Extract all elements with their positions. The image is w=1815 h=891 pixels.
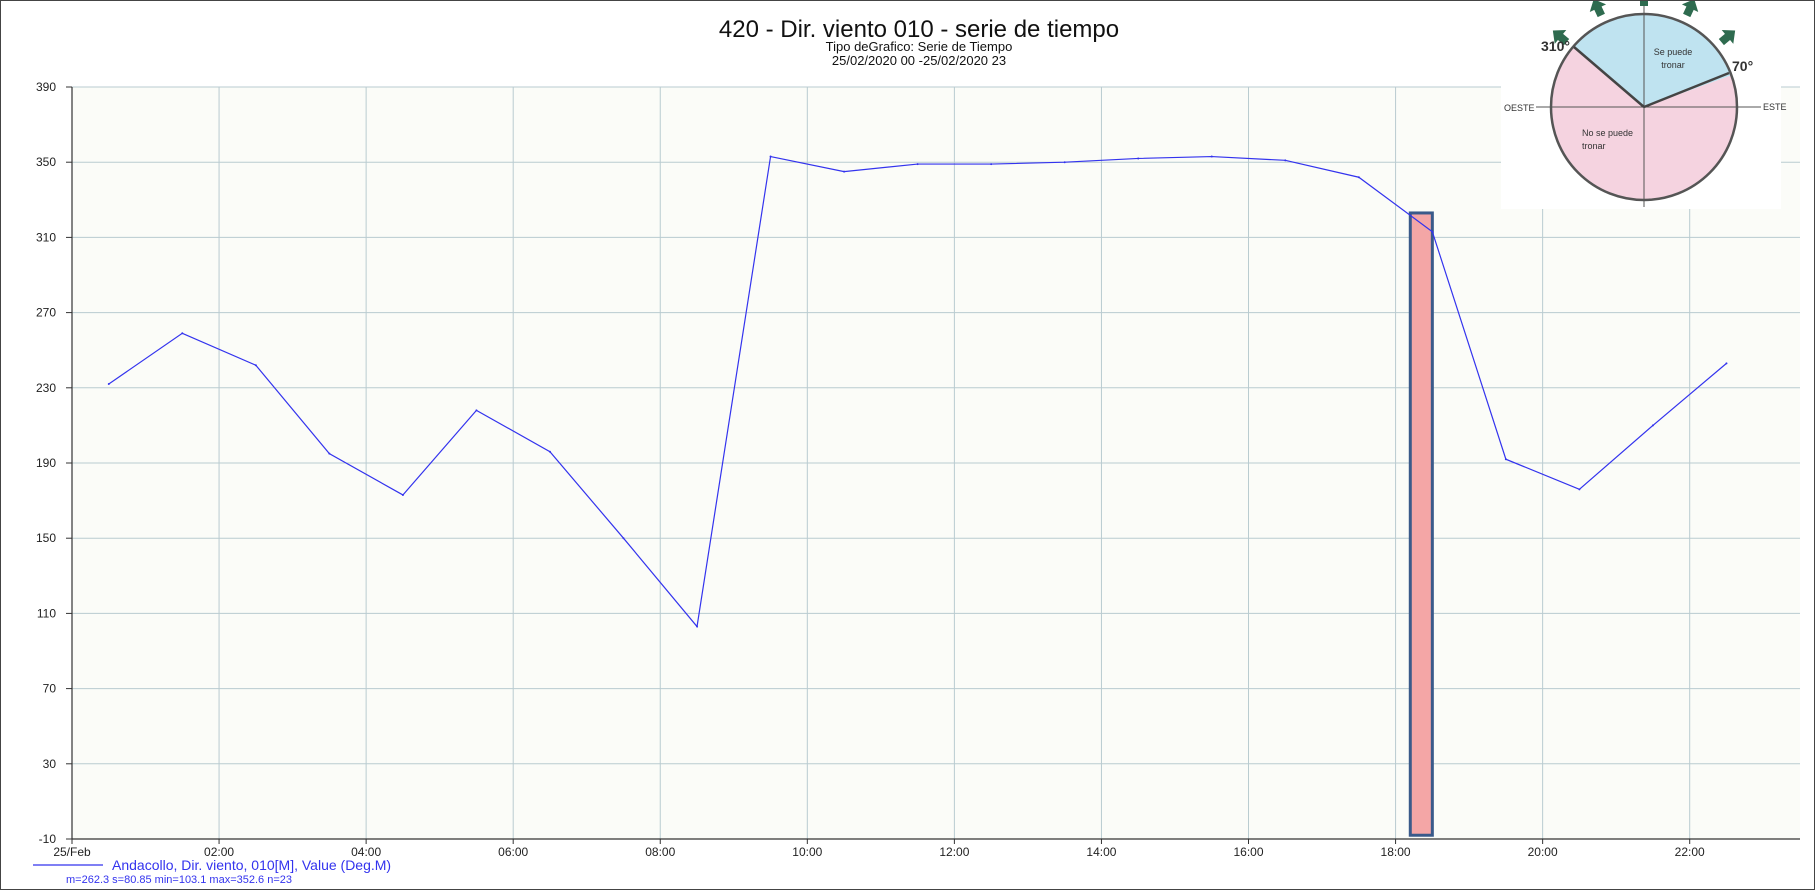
inset-label-este: ESTE xyxy=(1763,102,1787,112)
inset-label-oeste: OESTE xyxy=(1504,103,1535,113)
inset-label-310: 310° xyxy=(1541,38,1570,54)
y-tick-label: 30 xyxy=(43,757,57,771)
y-tick-label: 390 xyxy=(36,80,56,94)
y-tick-label: 310 xyxy=(36,230,56,244)
data-point xyxy=(254,364,257,367)
data-point xyxy=(1210,155,1213,158)
x-tick-label: 10:00 xyxy=(792,845,822,859)
highlight-bar xyxy=(1408,211,1434,837)
data-point xyxy=(401,493,404,496)
x-tick-label: 25/Feb xyxy=(53,845,91,859)
data-point xyxy=(328,452,331,455)
highlight-bar-group xyxy=(1408,211,1434,837)
inset-label-se-puede: Se puede xyxy=(1654,47,1693,57)
arrow-icon xyxy=(1681,1,1699,18)
inset-70-line xyxy=(1643,71,1730,109)
x-tick-label: 16:00 xyxy=(1233,845,1263,859)
data-point xyxy=(622,537,625,540)
axes xyxy=(66,86,1800,844)
data-point xyxy=(181,332,184,335)
arrow-head xyxy=(1681,1,1699,18)
y-tick-label: 110 xyxy=(37,606,56,620)
data-point xyxy=(990,163,993,166)
y-tick-labels: -10 30 70 110 150 190 230 270 310 350 390 xyxy=(36,80,56,846)
data-point xyxy=(843,170,846,173)
data-point xyxy=(1578,488,1581,491)
y-tick-label: 150 xyxy=(36,531,56,545)
arrow-icon xyxy=(1718,30,1736,46)
data-point xyxy=(548,450,551,453)
arrow-head xyxy=(1640,1,1648,6)
data-point xyxy=(107,383,110,386)
data-point xyxy=(916,163,919,166)
legend-stats: m=262.3 s=80.85 min=103.1 max=352.6 n=23 xyxy=(66,874,292,886)
arrow-head xyxy=(1552,30,1570,46)
data-point xyxy=(1504,458,1507,461)
legend: Andacollo, Dir. viento, 010[M], Value (D… xyxy=(33,857,391,886)
chart-subtitle: Tipo deGrafico: Serie de Tiempo xyxy=(826,39,1013,54)
data-point xyxy=(696,625,699,628)
data-point xyxy=(1284,159,1287,162)
arrow-icon xyxy=(1589,1,1607,18)
x-tick-labels: 25/Feb 02:00 04:00 06:00 08:00 10:00 12:00 14:0… xyxy=(53,845,1705,859)
inset-label-no-se-puede-tronar: tronar xyxy=(1582,141,1606,151)
arrow-head xyxy=(1718,30,1736,46)
arrow-icon xyxy=(1640,1,1648,6)
y-tick-label: 70 xyxy=(43,682,57,696)
y-tick-label: 230 xyxy=(36,381,56,395)
compass-inset: 310° 70° OESTE ESTE Se puede tronar No s… xyxy=(1501,1,1787,209)
data-points xyxy=(107,155,1728,628)
x-tick-label: 04:00 xyxy=(351,845,381,859)
inset-label-no-se-puede: No se puede xyxy=(1582,128,1633,138)
data-point xyxy=(1651,424,1654,427)
arrow-head xyxy=(1589,1,1607,18)
x-tick-label: 08:00 xyxy=(645,845,675,859)
y-tick-label: 190 xyxy=(36,456,56,470)
grid xyxy=(72,86,1800,839)
chart-date-range: 25/02/2020 00 -25/02/2020 23 xyxy=(832,53,1006,68)
y-tick-label: 270 xyxy=(36,306,56,320)
x-tick-label: 12:00 xyxy=(939,845,969,859)
data-point xyxy=(1137,157,1140,160)
x-tick-label: 14:00 xyxy=(1086,845,1116,859)
data-point xyxy=(769,155,772,158)
arrow-icon xyxy=(1552,30,1570,46)
data-point xyxy=(1063,161,1066,164)
chart-title: 420 - Dir. viento 010 - serie de tiempo xyxy=(719,16,1119,43)
y-tick-label: 350 xyxy=(36,155,56,169)
data-point xyxy=(1357,176,1360,179)
inset-label-70: 70° xyxy=(1732,58,1753,74)
x-tick-label: 20:00 xyxy=(1528,845,1558,859)
inset-upper-sector xyxy=(1572,13,1732,107)
x-tick-label: 18:00 xyxy=(1381,845,1411,859)
x-tick-label: 02:00 xyxy=(204,845,234,859)
x-tick-label: 06:00 xyxy=(498,845,528,859)
inset-label-se-puede-tronar: tronar xyxy=(1661,60,1685,70)
legend-label: Andacollo, Dir. viento, 010[M], Value (D… xyxy=(112,857,391,873)
data-point xyxy=(1725,362,1728,365)
x-tick-label: 22:00 xyxy=(1675,845,1705,859)
inset-310-line xyxy=(1573,46,1645,108)
data-point xyxy=(475,409,478,412)
inset-arrows xyxy=(1552,1,1736,46)
y-tick-label: -10 xyxy=(39,832,57,846)
data-point xyxy=(1431,230,1434,233)
